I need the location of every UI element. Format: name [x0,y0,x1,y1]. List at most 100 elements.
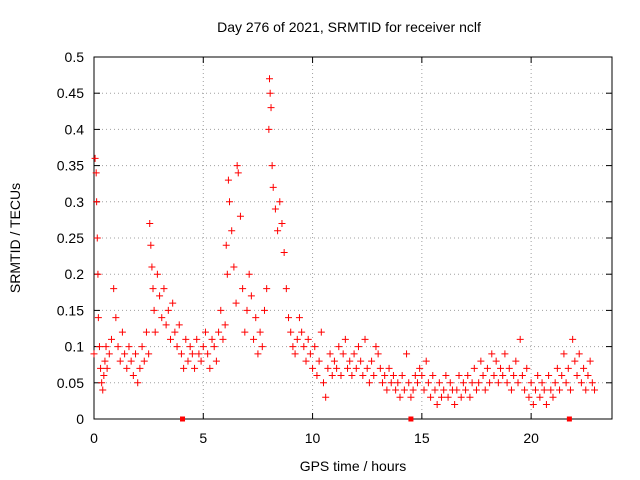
data-point [344,364,352,372]
data-point [188,350,196,358]
data-point [534,372,542,380]
data-point [381,372,389,380]
data-point [252,314,260,322]
data-point [586,357,594,365]
data-point [569,335,577,343]
data-point [564,364,572,372]
data-point [121,350,129,358]
data-point [266,75,274,83]
data-point [182,335,190,343]
data-point [239,285,247,293]
x-tick-label: 5 [199,430,207,446]
data-point [150,306,158,314]
data-point [164,306,172,314]
y-tick-label: 0.25 [57,230,84,246]
data-point [210,343,218,351]
data-point [315,357,323,365]
data-point [145,350,153,358]
y-tick-label: 0.1 [65,339,85,355]
data-point [282,285,290,293]
data-point [269,183,277,191]
data-point [102,343,110,351]
data-point [112,314,120,322]
data-point [278,220,286,228]
data-point [529,401,537,409]
data-point [140,357,148,365]
data-point [90,350,98,358]
data-point [132,350,140,358]
data-point [197,357,205,365]
data-point [575,350,583,358]
data-point [387,379,395,387]
data-point [333,364,341,372]
data-point [149,285,157,293]
data-point [94,314,102,322]
data-point [468,379,476,387]
data-point [464,372,472,380]
data-point [142,328,150,336]
data-point [510,372,518,380]
data-point [525,393,533,401]
data-point [103,364,111,372]
data-point [407,393,415,401]
data-point [591,386,599,394]
data-point [160,285,168,293]
data-point [470,364,478,372]
data-point [186,343,194,351]
data-point [359,372,367,380]
data-point [376,364,384,372]
data-point [226,198,234,206]
data-point [438,393,446,401]
data-point [98,379,106,387]
data-point [477,357,485,365]
data-point [582,386,590,394]
data-point [201,328,209,336]
data-point [263,285,271,293]
data-point [486,379,494,387]
data-point [177,350,185,358]
data-point [208,335,216,343]
data-point [199,343,207,351]
data-point [169,299,177,307]
data-point [148,263,156,271]
data-point [287,328,295,336]
data-point [523,364,531,372]
y-tick-label: 0.15 [57,302,84,318]
data-point [295,314,303,322]
data-point [501,350,509,358]
data-point [494,379,502,387]
data-point [92,169,100,177]
data-point [138,343,146,351]
y-tick-label: 0.45 [57,85,84,101]
data-point [204,350,212,358]
data-point [129,372,137,380]
y-tick-label: 0.05 [57,375,84,391]
data-point [136,364,144,372]
grid [94,57,612,419]
data-point [191,364,199,372]
data-point [440,386,448,394]
data-point [293,335,301,343]
data-point [280,248,288,256]
data-point [118,328,126,336]
data-point [234,169,242,177]
data-point [588,379,596,387]
chart-title: Day 276 of 2021, SRMTID for receiver ncl… [217,19,481,35]
data-point [291,350,299,358]
data-point [512,357,520,365]
data-point [490,372,498,380]
data-point [256,328,264,336]
data-point [571,357,579,365]
data-point [114,343,122,351]
data-point [405,379,413,387]
data-point [93,198,101,206]
data-point [330,357,338,365]
data-point [300,343,308,351]
data-point [127,357,135,365]
data-point [479,372,487,380]
data-point [324,364,332,372]
data-points [90,75,599,409]
data-point [110,285,118,293]
data-point [125,343,133,351]
data-point [560,350,568,358]
